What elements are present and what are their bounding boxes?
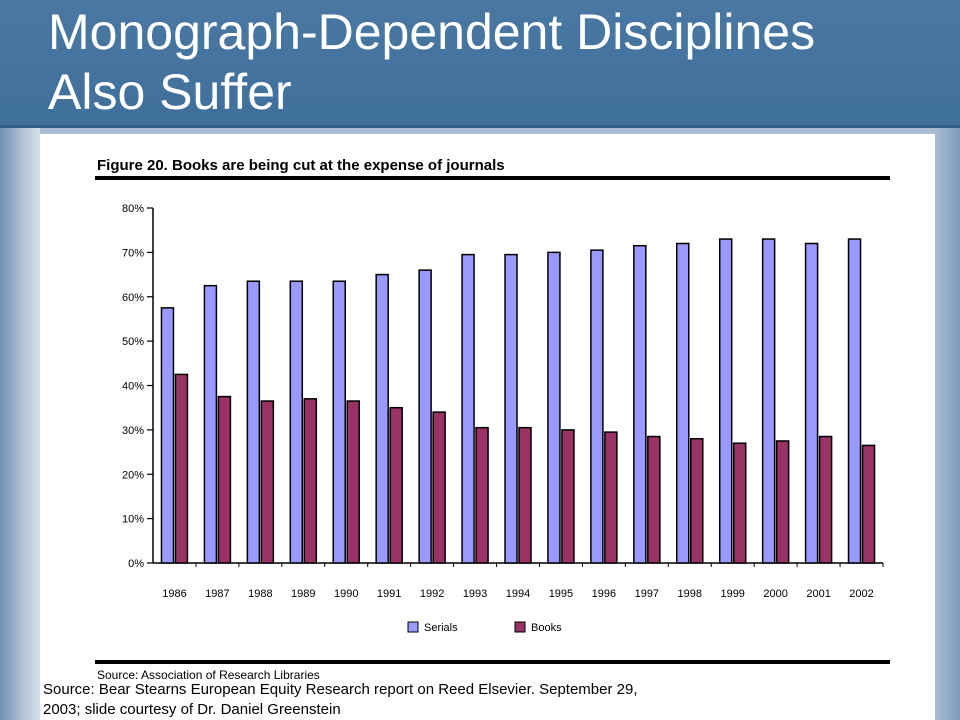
- figure-title: Figure 20. Books are being cut at the ex…: [97, 157, 505, 174]
- books-bar-2002: [861, 444, 876, 564]
- serials-bar-1987: [203, 284, 218, 564]
- title-band: Monograph-Dependent Disciplines Also Suf…: [0, 0, 960, 128]
- books-bar-1986: [174, 373, 189, 564]
- x-tick-label: 1986: [162, 588, 186, 600]
- y-tick-label: 20%: [122, 469, 144, 481]
- y-tick-label: 60%: [122, 292, 144, 304]
- x-tick-label: 1995: [549, 588, 573, 600]
- books-bar-1993: [475, 426, 489, 564]
- x-tick-label: 1991: [377, 588, 401, 600]
- background-right-strip: [935, 128, 960, 720]
- legend: Serials Books: [407, 621, 562, 634]
- x-tick-label: 1994: [506, 588, 530, 600]
- serials-bar-2000: [761, 238, 776, 564]
- slide-title-line-1: Monograph-Dependent Disciplines: [48, 4, 816, 60]
- x-tick-label: 1998: [678, 588, 702, 600]
- x-tick-label: 1990: [334, 588, 358, 600]
- serials-bar-1986: [160, 307, 175, 564]
- y-tick-label: 40%: [122, 381, 144, 393]
- x-tick-label: 1988: [248, 588, 272, 600]
- books-bar-2001: [818, 435, 833, 564]
- serials-bar-1997: [633, 244, 647, 564]
- figure-panel: Figure 20. Books are being cut at the ex…: [40, 134, 935, 720]
- legend-label-books: Books: [531, 622, 562, 634]
- bar-chart: Figure 20. Books are being cut at the ex…: [95, 157, 890, 682]
- serials-bar-1999: [718, 238, 733, 564]
- figure-top-rule: [95, 176, 890, 180]
- books-bar-1991: [389, 406, 403, 564]
- x-tick-label: 1992: [420, 588, 444, 600]
- x-tick-label: 1993: [463, 588, 487, 600]
- legend-swatch-books: [514, 621, 526, 633]
- books-bar-1998: [690, 438, 704, 564]
- serials-bar-2001: [804, 242, 819, 564]
- slide-source-caption: Source: Bear Stearns European Equity Res…: [43, 680, 803, 720]
- x-tick-label: 1989: [291, 588, 315, 600]
- y-axis: 0% 10% 20% 30% 40% 50% 60% 70% 80%: [122, 203, 883, 570]
- x-tick-label: 2001: [806, 588, 830, 600]
- books-bar-1988: [260, 400, 275, 564]
- background-left-strip: [0, 128, 40, 720]
- books-bar-2000: [775, 440, 790, 564]
- slide-title-line-2: Also Suffer: [48, 64, 292, 120]
- y-tick-label: 0%: [128, 558, 144, 570]
- books-bar-1987: [217, 395, 232, 564]
- figure-bottom-rule: [95, 660, 890, 664]
- figure-source-note: Source: Association of Research Librarie…: [97, 668, 320, 682]
- x-tick-label: 2000: [763, 588, 787, 600]
- y-tick-label: 80%: [122, 203, 144, 215]
- books-bar-1996: [604, 431, 618, 564]
- books-bar-1999: [732, 442, 747, 564]
- x-tick-label: 1996: [592, 588, 616, 600]
- serials-bar-1996: [590, 249, 604, 564]
- slide-title: Monograph-Dependent Disciplines Also Suf…: [48, 2, 948, 122]
- y-tick-label: 10%: [122, 514, 144, 526]
- books-bar-1997: [647, 435, 661, 564]
- books-bar-1995: [561, 429, 575, 564]
- bars: [160, 238, 876, 564]
- x-tick-label: 1997: [635, 588, 659, 600]
- source-caption-line-1: Source: Bear Stearns European Equity Res…: [43, 681, 638, 698]
- legend-label-serials: Serials: [424, 622, 458, 634]
- books-bar-1990: [346, 400, 360, 564]
- books-bar-1989: [303, 398, 318, 564]
- y-tick-label: 50%: [122, 336, 144, 348]
- serials-bar-1994: [504, 253, 518, 564]
- serials-bar-1988: [246, 280, 261, 564]
- y-tick-label: 70%: [122, 247, 144, 259]
- books-bar-1994: [518, 426, 532, 564]
- x-tick-label: 2002: [849, 588, 873, 600]
- serials-bar-1992: [418, 269, 432, 564]
- serials-bar-1990: [332, 280, 346, 564]
- source-caption-line-2: 2003; slide courtesy of Dr. Daniel Green…: [43, 701, 341, 718]
- serials-bar-1991: [375, 273, 389, 564]
- serials-bar-1998: [676, 242, 690, 564]
- x-tick-label: 1999: [720, 588, 744, 600]
- books-bar-1992: [432, 411, 446, 564]
- serials-bar-1995: [547, 251, 561, 564]
- y-tick-label: 30%: [122, 425, 144, 437]
- serials-bar-1989: [289, 280, 304, 564]
- serials-bar-1993: [461, 253, 475, 564]
- serials-bar-2002: [847, 238, 862, 564]
- x-axis-labels: 1986 1987 1988 1989 1990 1991 1992 1993 1994 1995…: [162, 563, 884, 600]
- legend-swatch-serials: [407, 621, 419, 633]
- x-tick-label: 1987: [205, 588, 229, 600]
